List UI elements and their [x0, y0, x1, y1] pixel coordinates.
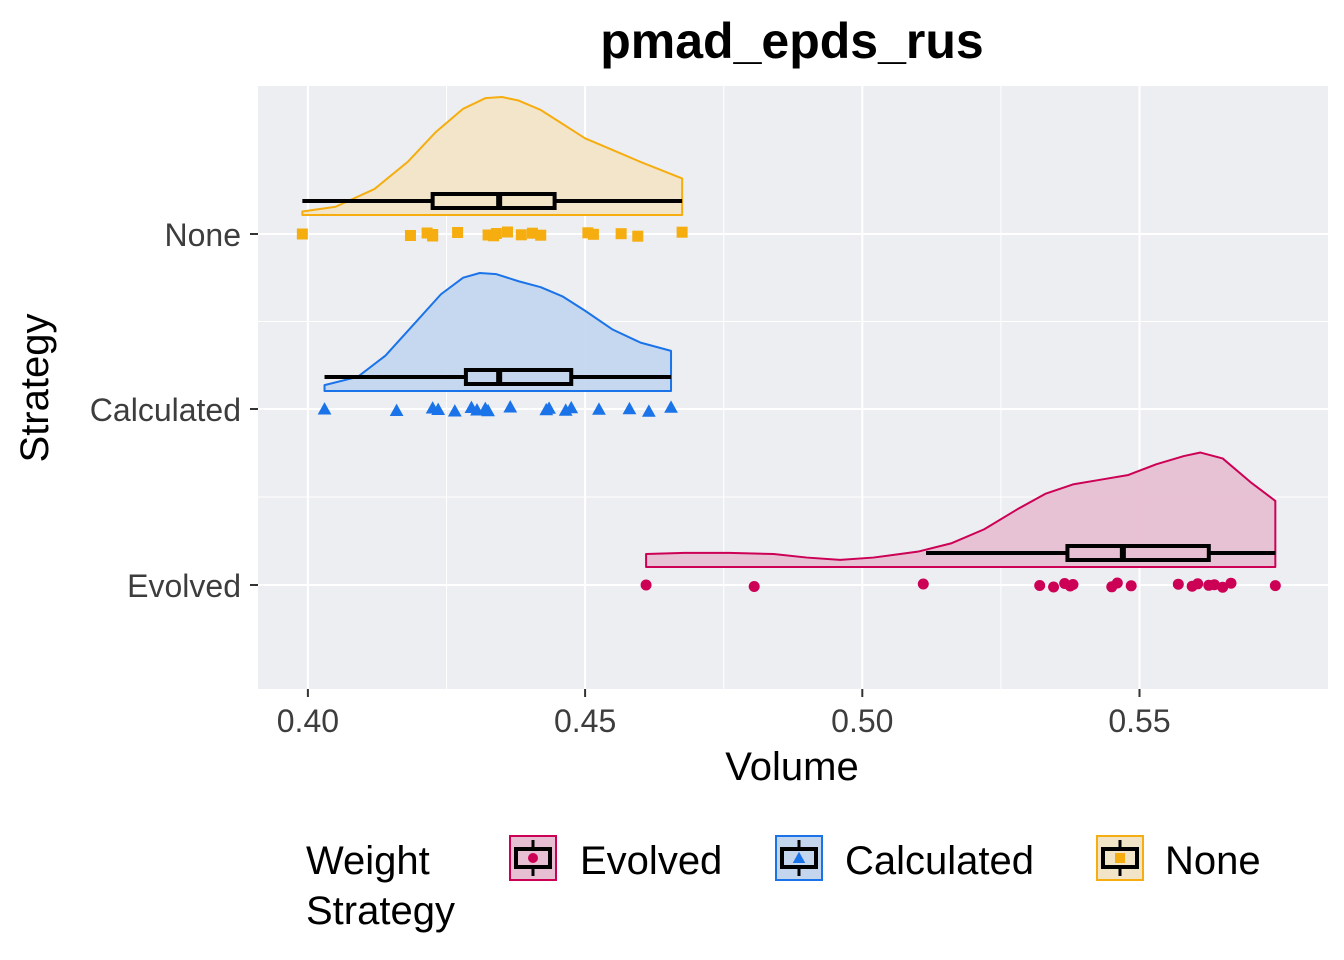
point-calculated — [317, 402, 332, 415]
point-evolved — [1217, 581, 1229, 593]
x-tick-label: 0.55 — [1108, 703, 1170, 739]
legend-keys: Evolved Calculated None — [509, 835, 1261, 883]
point-evolved — [1172, 578, 1184, 590]
point-none — [488, 230, 500, 242]
density-calculated — [323, 272, 673, 392]
point-calculated — [564, 400, 579, 414]
x-axis-title: Volume — [725, 745, 858, 789]
legend-marker — [792, 851, 806, 863]
legend-label-evolved: Evolved — [580, 839, 722, 883]
point-calculated — [481, 403, 495, 417]
point-calculated — [389, 403, 404, 416]
point-none — [587, 228, 599, 240]
point-evolved — [1225, 577, 1237, 589]
series-none — [296, 96, 688, 242]
point-none — [535, 229, 547, 241]
axes: 0.40 0.45 0.50 0.55 None Calculated Evolved — [90, 217, 1171, 739]
point-none — [582, 227, 594, 239]
series-layer — [296, 96, 1281, 593]
point-calculated — [622, 401, 637, 415]
legend-key-evolved: Evolved — [509, 835, 722, 883]
point-calculated — [592, 402, 606, 415]
series-evolved — [640, 451, 1281, 593]
point-none — [526, 227, 538, 239]
x-tick-label: 0.45 — [554, 703, 616, 739]
point-none — [482, 229, 494, 241]
point-evolved — [1269, 580, 1281, 592]
point-none — [615, 228, 627, 240]
point-evolved — [640, 579, 652, 591]
point-none — [421, 227, 433, 239]
box-evolved — [1065, 544, 1211, 562]
legend-label-calculated: Calculated — [845, 839, 1034, 883]
point-none — [296, 228, 308, 240]
point-none — [452, 227, 464, 238]
y-tick-label: None — [165, 217, 242, 253]
point-evolved — [1048, 581, 1060, 593]
series-calculated — [317, 272, 678, 417]
y-axis-title: Strategy — [13, 314, 57, 463]
legend-title-line1: Weight — [306, 839, 430, 883]
legend-label-none: None — [1165, 839, 1261, 883]
point-calculated — [641, 404, 656, 417]
density-none — [301, 96, 684, 216]
x-tick-label: 0.40 — [277, 703, 339, 739]
chart-title: pmad_epds_rus — [600, 13, 983, 69]
point-none — [404, 230, 416, 241]
point-calculated — [447, 404, 462, 417]
density-evolved — [645, 451, 1277, 568]
x-tick-label: 0.50 — [831, 703, 893, 739]
point-evolved — [748, 581, 760, 592]
legend: Weight Strategy Evolved Calculated None — [306, 835, 1261, 933]
legend-title-line2: Strategy — [306, 889, 455, 933]
point-calculated — [664, 400, 678, 413]
point-evolved — [1208, 579, 1220, 591]
point-evolved — [917, 578, 929, 590]
point-none — [501, 226, 513, 238]
legend-key-calculated: Calculated — [775, 835, 1034, 883]
legend-marker — [528, 853, 538, 863]
point-evolved — [1192, 578, 1204, 590]
legend-key-none: None — [1096, 835, 1261, 883]
point-evolved — [1111, 577, 1123, 589]
point-none — [427, 230, 439, 242]
point-evolved — [1034, 580, 1046, 591]
y-tick-label: Evolved — [127, 568, 241, 604]
point-calculated — [431, 402, 446, 415]
box-none — [430, 192, 557, 210]
point-evolved — [1067, 579, 1079, 590]
y-tick-label: Calculated — [90, 392, 241, 428]
point-none — [515, 229, 527, 241]
point-none — [632, 230, 644, 242]
point-none — [676, 226, 688, 238]
point-calculated — [503, 400, 518, 413]
legend-marker — [1115, 853, 1125, 863]
box-calculated — [463, 368, 574, 386]
point-calculated — [542, 401, 556, 414]
point-evolved — [1125, 580, 1137, 592]
